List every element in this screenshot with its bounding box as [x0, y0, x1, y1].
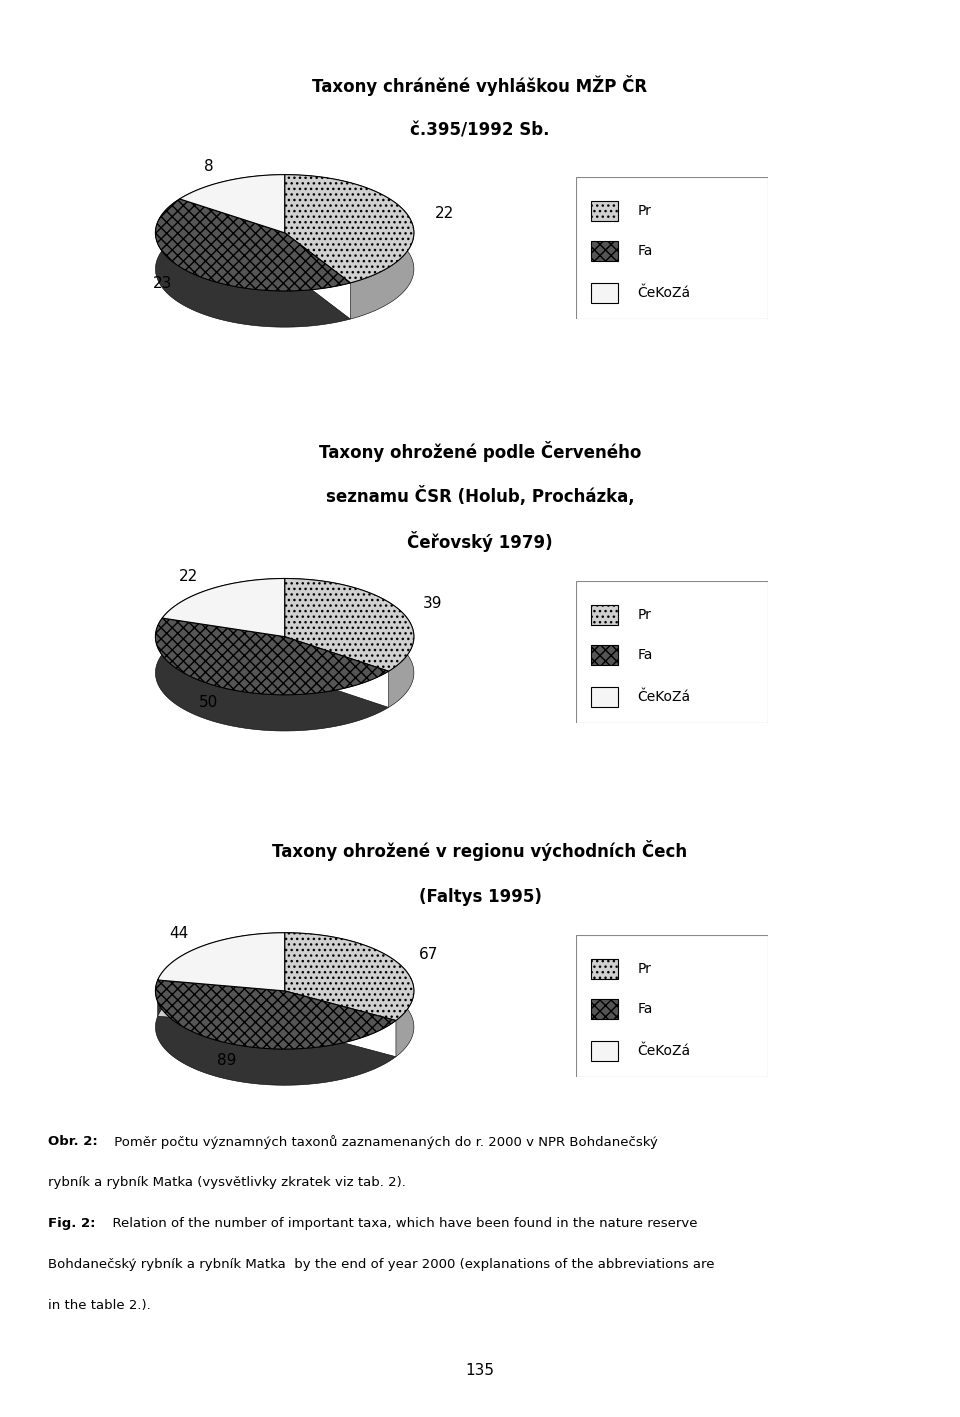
Text: in the table 2.).: in the table 2.). — [48, 1299, 151, 1312]
Text: Fa: Fa — [637, 648, 653, 662]
Bar — [591, 1041, 618, 1061]
Bar — [591, 201, 618, 221]
Text: seznamu ČSR (Holub, Procházka,: seznamu ČSR (Holub, Procházka, — [325, 486, 635, 506]
Text: ČeKoZá: ČeKoZá — [637, 286, 690, 300]
Text: Čeřovský 1979): Čeřovský 1979) — [407, 531, 553, 553]
Text: ČeKoZá: ČeKoZá — [637, 690, 690, 704]
Polygon shape — [285, 174, 414, 283]
Text: Fig. 2:: Fig. 2: — [48, 1217, 95, 1230]
Text: Fa: Fa — [637, 244, 653, 258]
Text: (Faltys 1995): (Faltys 1995) — [419, 888, 541, 907]
Polygon shape — [157, 932, 285, 1027]
Polygon shape — [162, 578, 285, 636]
Polygon shape — [180, 174, 285, 232]
Polygon shape — [180, 174, 285, 269]
Text: 89: 89 — [217, 1053, 236, 1068]
Bar — [591, 645, 618, 665]
Bar — [591, 605, 618, 625]
Text: Poměr počtu významných taxonů zaznamenaných do r. 2000 v NPR Bohdanečský: Poměr počtu významných taxonů zaznamenan… — [110, 1135, 659, 1149]
Text: rybník a rybník Matka (vysvětlivky zkratek viz tab. 2).: rybník a rybník Matka (vysvětlivky zkrat… — [48, 1176, 406, 1189]
Bar — [591, 241, 618, 261]
Polygon shape — [285, 578, 414, 672]
Text: Relation of the number of important taxa, which have been found in the nature re: Relation of the number of important taxa… — [105, 1217, 698, 1230]
Polygon shape — [156, 198, 350, 290]
Text: 8: 8 — [204, 159, 214, 174]
Bar — [591, 999, 618, 1019]
Text: Pr: Pr — [637, 204, 651, 218]
Polygon shape — [285, 932, 414, 1020]
Text: 50: 50 — [199, 696, 218, 710]
Polygon shape — [156, 198, 350, 327]
Polygon shape — [157, 932, 285, 990]
Text: Pr: Pr — [637, 608, 651, 622]
Text: 135: 135 — [466, 1363, 494, 1379]
Polygon shape — [156, 618, 389, 694]
Bar — [591, 687, 618, 707]
Polygon shape — [285, 932, 414, 1057]
Text: ČeKoZá: ČeKoZá — [637, 1044, 690, 1058]
Polygon shape — [156, 981, 396, 1049]
Text: Taxony ohrožené v regionu východních Čech: Taxony ohrožené v regionu východních Čec… — [273, 840, 687, 862]
Text: Obr. 2:: Obr. 2: — [48, 1135, 98, 1148]
Text: Taxony chráněné vyhláškou MŽP ČR: Taxony chráněné vyhláškou MŽP ČR — [312, 75, 648, 96]
Text: Pr: Pr — [637, 962, 651, 976]
Text: č.395/1992 Sb.: č.395/1992 Sb. — [410, 122, 550, 139]
Bar — [591, 959, 618, 979]
Text: 67: 67 — [419, 947, 438, 962]
Text: 22: 22 — [179, 568, 198, 584]
Polygon shape — [156, 618, 389, 731]
Text: Bohdanečský rybník a rybník Matka  by the end of year 2000 (explanations of the : Bohdanečský rybník a rybník Matka by the… — [48, 1258, 714, 1271]
Polygon shape — [162, 578, 285, 673]
Text: 44: 44 — [170, 927, 189, 941]
Polygon shape — [285, 174, 414, 319]
Text: 23: 23 — [153, 275, 172, 290]
Text: Taxony ohrožené podle Červeného: Taxony ohrožené podle Červeného — [319, 441, 641, 462]
Polygon shape — [285, 578, 414, 707]
Bar — [591, 283, 618, 303]
Polygon shape — [156, 981, 396, 1085]
Text: 39: 39 — [422, 595, 443, 611]
Text: Fa: Fa — [637, 1002, 653, 1016]
Text: 22: 22 — [435, 205, 454, 221]
